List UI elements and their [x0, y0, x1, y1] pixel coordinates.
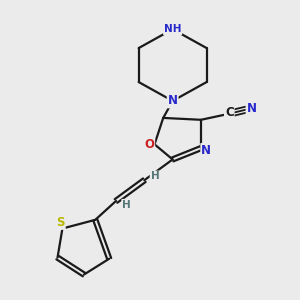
Text: H: H: [122, 200, 131, 210]
Text: N: N: [168, 94, 178, 107]
Text: N: N: [201, 144, 211, 157]
Text: NH: NH: [164, 24, 182, 34]
Text: O: O: [144, 138, 154, 151]
Text: H: H: [151, 171, 159, 182]
Text: C: C: [225, 106, 234, 119]
Text: S: S: [56, 216, 65, 229]
Text: N: N: [247, 102, 256, 116]
